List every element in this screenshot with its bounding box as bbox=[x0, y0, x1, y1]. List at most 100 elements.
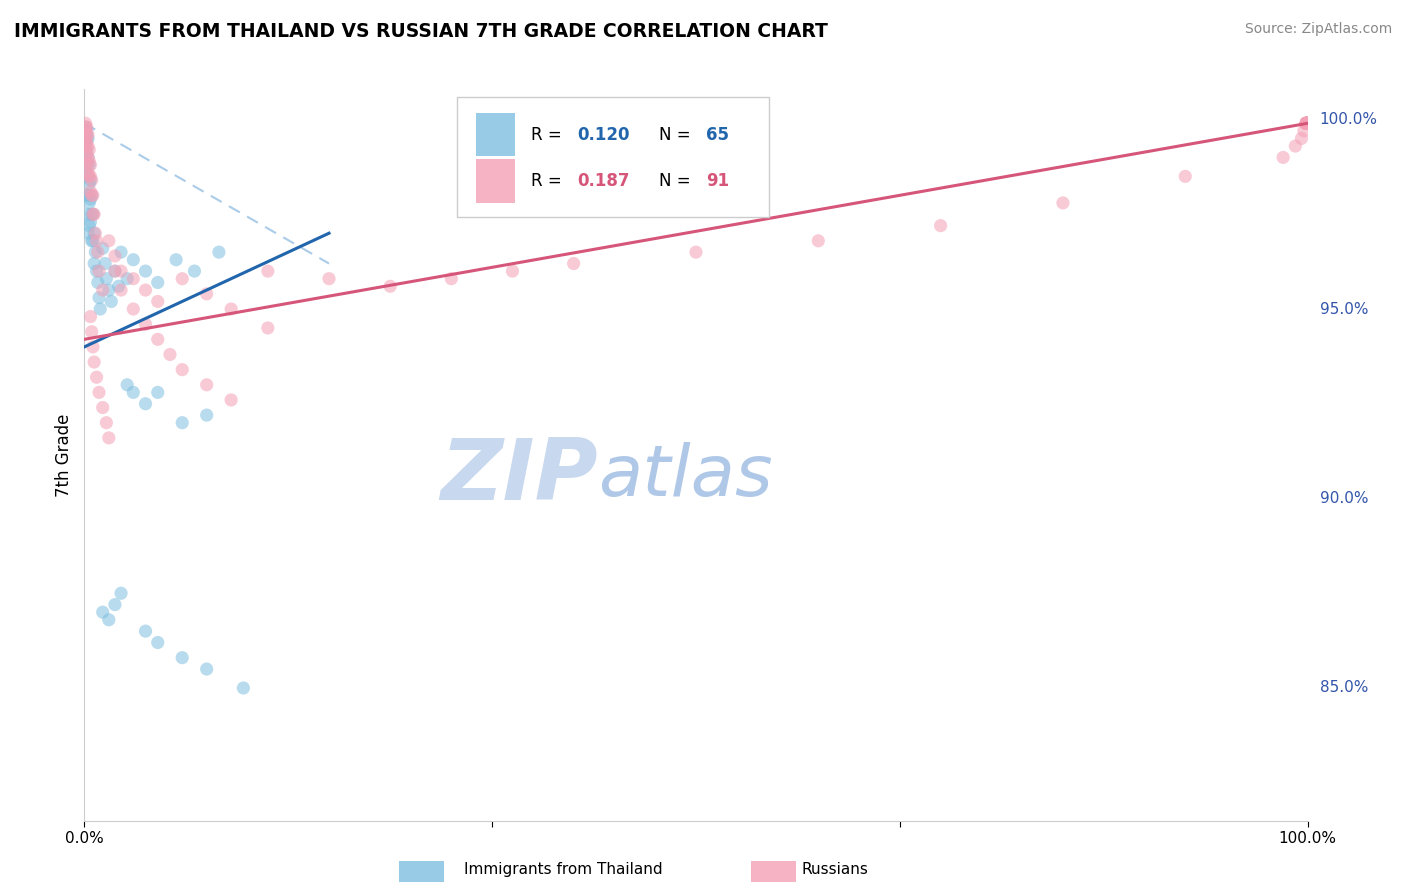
Point bbox=[1292, 124, 1315, 138]
Point bbox=[135, 264, 157, 278]
Point bbox=[1295, 116, 1317, 130]
Point bbox=[1295, 116, 1317, 130]
Text: N =: N = bbox=[659, 172, 696, 190]
Text: 85.0%: 85.0% bbox=[1320, 681, 1368, 696]
Point bbox=[75, 131, 97, 145]
Point bbox=[318, 271, 340, 285]
Point bbox=[97, 283, 120, 297]
Point bbox=[257, 264, 280, 278]
FancyBboxPatch shape bbox=[475, 160, 515, 202]
Point bbox=[82, 207, 104, 221]
Point bbox=[1295, 116, 1317, 130]
Point bbox=[440, 271, 463, 285]
Point bbox=[1295, 116, 1317, 130]
Point bbox=[1295, 116, 1317, 130]
Point bbox=[1295, 116, 1317, 130]
Point bbox=[79, 173, 101, 187]
Point bbox=[100, 294, 122, 309]
Point bbox=[82, 340, 104, 354]
Point bbox=[76, 169, 98, 184]
Point bbox=[195, 662, 218, 676]
Point bbox=[77, 150, 100, 164]
Point bbox=[96, 271, 118, 285]
Point bbox=[87, 291, 110, 305]
Point bbox=[80, 325, 103, 339]
Point bbox=[91, 605, 114, 619]
Point bbox=[1295, 116, 1317, 130]
Point bbox=[96, 416, 118, 430]
Point bbox=[807, 234, 830, 248]
Point bbox=[195, 377, 218, 392]
Point bbox=[1272, 150, 1295, 164]
Point bbox=[75, 150, 97, 164]
Point bbox=[929, 219, 952, 233]
Text: atlas: atlas bbox=[598, 442, 773, 511]
Point bbox=[146, 635, 169, 649]
Point bbox=[122, 271, 145, 285]
Point bbox=[76, 124, 98, 138]
FancyBboxPatch shape bbox=[475, 113, 515, 156]
Point bbox=[77, 165, 100, 179]
Point bbox=[77, 195, 100, 210]
Point bbox=[79, 192, 101, 206]
Point bbox=[87, 276, 110, 290]
Point bbox=[97, 431, 120, 445]
Point bbox=[104, 249, 127, 263]
Point bbox=[76, 143, 98, 157]
Point bbox=[77, 143, 100, 157]
Point bbox=[122, 385, 145, 400]
Point bbox=[87, 245, 110, 260]
Text: 90.0%: 90.0% bbox=[1320, 491, 1368, 506]
Point bbox=[79, 185, 101, 199]
Point bbox=[77, 188, 100, 202]
Point bbox=[76, 146, 98, 161]
Point bbox=[79, 215, 101, 229]
Point bbox=[79, 169, 101, 184]
Text: 0.120: 0.120 bbox=[578, 127, 630, 145]
Point bbox=[80, 207, 103, 221]
Point bbox=[77, 158, 100, 172]
Text: 95.0%: 95.0% bbox=[1320, 301, 1368, 317]
Point bbox=[380, 279, 402, 293]
Point bbox=[1295, 116, 1317, 130]
Point bbox=[135, 624, 157, 639]
Point bbox=[75, 124, 97, 138]
Point bbox=[97, 613, 120, 627]
Point bbox=[86, 234, 108, 248]
Text: 91: 91 bbox=[706, 172, 728, 190]
Point bbox=[135, 397, 157, 411]
Point bbox=[1295, 116, 1317, 130]
Point bbox=[80, 188, 103, 202]
Point bbox=[1295, 116, 1317, 130]
Point bbox=[135, 317, 157, 331]
Point bbox=[195, 408, 218, 422]
Point bbox=[83, 355, 105, 369]
Y-axis label: 7th Grade: 7th Grade bbox=[55, 413, 73, 497]
Point bbox=[110, 245, 132, 260]
Point bbox=[80, 234, 103, 248]
Point bbox=[91, 283, 114, 297]
Point bbox=[76, 131, 98, 145]
Point bbox=[685, 245, 707, 260]
Point bbox=[80, 188, 103, 202]
Point bbox=[76, 135, 98, 149]
Point bbox=[77, 207, 100, 221]
Point bbox=[104, 598, 127, 612]
Point bbox=[122, 252, 145, 267]
Point bbox=[1295, 116, 1317, 130]
Point bbox=[104, 264, 127, 278]
Point bbox=[146, 294, 169, 309]
Point bbox=[75, 128, 97, 142]
Point bbox=[76, 128, 98, 142]
Point bbox=[159, 347, 181, 361]
Text: Russians: Russians bbox=[801, 863, 869, 877]
Text: 100.0%: 100.0% bbox=[1320, 112, 1378, 127]
FancyBboxPatch shape bbox=[457, 96, 769, 218]
Point bbox=[1295, 116, 1317, 130]
Point bbox=[172, 362, 194, 376]
Point bbox=[1295, 116, 1317, 130]
Point bbox=[97, 234, 120, 248]
Point bbox=[77, 169, 100, 184]
Point bbox=[115, 271, 138, 285]
Point bbox=[75, 120, 97, 134]
